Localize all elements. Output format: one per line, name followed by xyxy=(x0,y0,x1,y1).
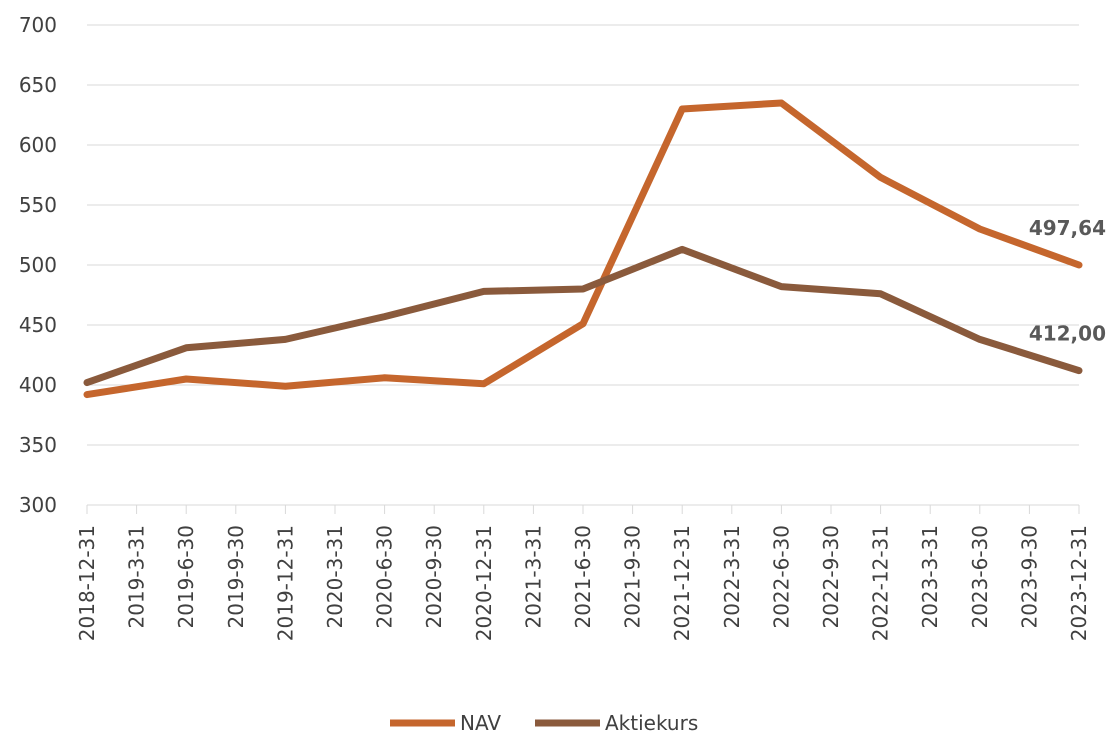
x-tick-label: 2019-3-31 xyxy=(125,525,149,629)
x-tick-label: 2023-3-31 xyxy=(918,525,942,629)
x-tick-label: 2020-12-31 xyxy=(472,525,496,641)
x-tick-labels: 2018-12-31 2019-3-31 2019-6-30 2019-9-30 201… xyxy=(75,505,1091,641)
x-tick-label: 2021-9-30 xyxy=(621,525,645,629)
y-tick-label: 300 xyxy=(19,493,57,517)
x-tick-label: 2019-12-31 xyxy=(273,525,297,641)
end-label-aktiekurs: 412,00 xyxy=(1029,322,1106,346)
x-tick-label: 2022-3-31 xyxy=(720,525,744,629)
y-tick-label: 600 xyxy=(19,133,57,157)
y-tick-label: 400 xyxy=(19,373,57,397)
x-tick-label: 2020-3-31 xyxy=(323,525,347,629)
legend-label-aktiekurs: Aktiekurs xyxy=(605,711,698,735)
x-tick-label: 2023-9-30 xyxy=(1017,525,1041,629)
y-tick-label: 700 xyxy=(19,13,57,37)
end-label-nav: 497,64 xyxy=(1029,216,1106,240)
y-tick-label: 550 xyxy=(19,193,57,217)
x-tick-label: 2021-3-31 xyxy=(521,525,545,629)
x-tick-label: 2023-12-31 xyxy=(1067,525,1091,641)
x-tick-label: 2022-9-30 xyxy=(819,525,843,629)
series-lines xyxy=(83,99,1083,399)
x-tick-label: 2019-9-30 xyxy=(224,525,248,629)
x-tick-label: 2018-12-31 xyxy=(75,525,99,641)
x-tick-label: 2022-12-31 xyxy=(869,525,893,641)
legend-label-nav: NAV xyxy=(460,711,501,735)
x-tick-label: 2021-6-30 xyxy=(571,525,595,629)
legend: NAV Aktiekurs xyxy=(390,711,698,735)
x-tick-label: 2023-6-30 xyxy=(968,525,992,629)
x-tick-label: 2020-6-30 xyxy=(373,525,397,629)
y-tick-label: 350 xyxy=(19,433,57,457)
end-value-labels: 497,64 412,00 xyxy=(1029,216,1106,346)
y-tick-label: 650 xyxy=(19,73,57,97)
x-tick-label: 2021-12-31 xyxy=(670,525,694,641)
x-tick-label: 2020-9-30 xyxy=(422,525,446,629)
y-axis: 300 350 400 450 500 550 600 650 700 xyxy=(19,13,57,517)
x-tick-label: 2019-6-30 xyxy=(174,525,198,629)
series-line-nav xyxy=(83,99,1083,399)
y-tick-label: 450 xyxy=(19,313,57,337)
y-tick-label: 500 xyxy=(19,253,57,277)
series-line-aktiekurs xyxy=(83,245,1083,387)
x-tick-label: 2022-6-30 xyxy=(769,525,793,629)
